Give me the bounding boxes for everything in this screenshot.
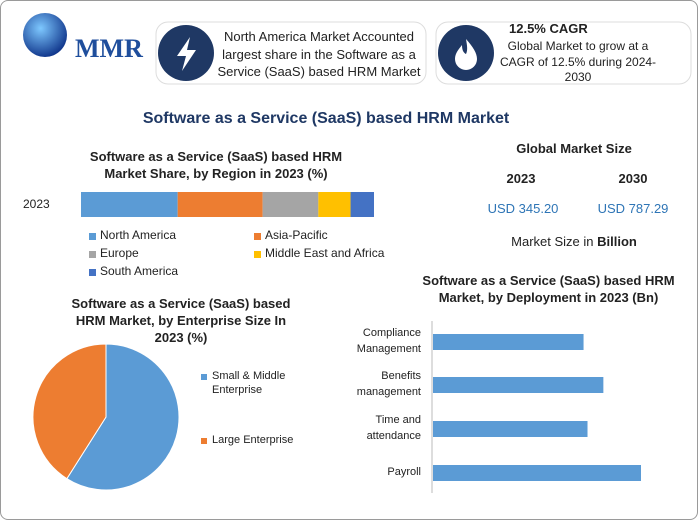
info-box <box>155 21 427 85</box>
bar-segment <box>177 192 263 217</box>
info-text: North America Market Accounted largest s… <box>217 29 421 80</box>
chart-title: Software as a Service (SaaS) based HRM M… <box>422 273 675 305</box>
legend-swatch <box>89 269 96 276</box>
year-label: 2030 <box>618 171 648 186</box>
bar-segment <box>350 192 374 217</box>
logo-globe <box>23 13 67 57</box>
legend-label: Europe <box>100 246 139 260</box>
info-text: Global Market to grow at a CAGR of 12.5%… <box>499 39 657 85</box>
legend-swatch <box>201 374 207 380</box>
bar <box>433 334 584 350</box>
category-label: Payroll <box>387 466 421 478</box>
market-value: USD 787.29 <box>597 201 669 216</box>
note-unit: Billion <box>597 234 637 249</box>
legend-label: Small & Middle Enterprise <box>212 370 286 397</box>
legend-label: Middle East and Africa <box>265 246 385 260</box>
market-size-title: Global Market Size <box>516 141 632 156</box>
legend-swatch <box>89 233 96 240</box>
legend-swatch <box>254 251 261 258</box>
bar <box>433 421 588 437</box>
legend-label: North America <box>100 228 177 242</box>
category-label: Compliance Management <box>356 327 421 355</box>
category-label: Benefits management <box>356 370 421 398</box>
logo-text: MMR <box>75 34 143 63</box>
legend-label: Asia-Pacific <box>265 228 328 242</box>
bar-segment <box>318 192 351 217</box>
note-text: Market Size in <box>511 234 594 249</box>
info-heading: 12.5% CAGR <box>509 21 588 36</box>
chart-title: Software as a Service (SaaS) based HRM M… <box>71 296 291 345</box>
legend-label: Large Enterprise <box>212 434 294 446</box>
market-note: Market Size in Billion <box>474 234 674 251</box>
bar-segment <box>262 192 319 217</box>
legend-label: South America <box>100 264 179 278</box>
legend-swatch <box>254 233 261 240</box>
main-title: Software as a Service (SaaS) based HRM M… <box>142 110 510 127</box>
fire-icon <box>455 39 477 70</box>
bar <box>433 377 604 393</box>
pie-slice <box>66 343 180 491</box>
market-value: USD 345.20 <box>487 201 559 216</box>
info-box <box>435 21 692 85</box>
category-label: 2023 <box>23 197 50 211</box>
year-label: 2023 <box>506 171 536 186</box>
chart-title: Software as a Service (SaaS) based HRM M… <box>89 149 343 181</box>
bar <box>433 465 641 481</box>
category-label: Time and attendance <box>366 414 421 442</box>
icon-circle <box>438 25 494 81</box>
lightning-icon <box>177 37 196 71</box>
bar-segment <box>81 192 178 217</box>
legend-swatch <box>89 251 96 258</box>
legend-swatch <box>201 438 207 444</box>
pie-slice <box>32 343 107 480</box>
